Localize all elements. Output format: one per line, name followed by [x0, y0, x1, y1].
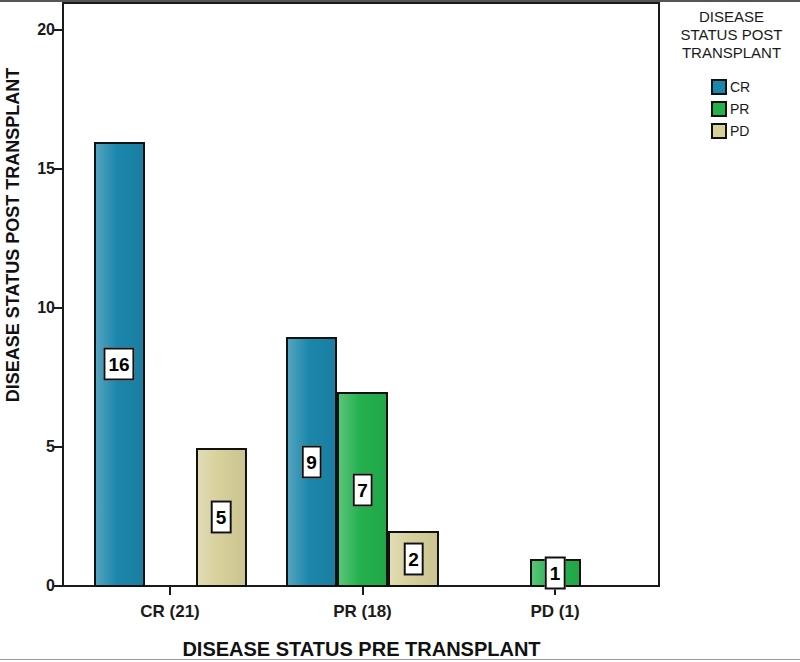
- bar-value-label: 5: [211, 501, 232, 534]
- clustered-bar-chart-figure: 05101520CR (21)PR (18)PD (1)1697152 DISE…: [0, 0, 800, 662]
- y-axis-tick: [54, 585, 63, 587]
- y-axis-tick-label: 10: [23, 299, 55, 317]
- y-axis-tick: [54, 29, 63, 31]
- y-axis-tick: [54, 168, 63, 170]
- legend-label: CR: [730, 79, 750, 95]
- bar-value-label: 7: [352, 473, 373, 506]
- y-axis-tick-label: 0: [23, 577, 55, 595]
- y-axis-tick-label: 20: [23, 21, 55, 39]
- legend-swatch-pd: [711, 123, 727, 139]
- legend-entry-cr: CR: [711, 79, 750, 95]
- bar-value-label: 2: [403, 543, 424, 576]
- legend-label: PD: [730, 123, 749, 139]
- legend-title-line-3: TRANSPLANT: [663, 44, 800, 62]
- legend: DISEASE STATUS POST TRANSPLANT CRPRPD: [663, 8, 800, 62]
- legend-entry-pd: PD: [711, 123, 750, 139]
- y-axis-tick: [54, 446, 63, 448]
- legend-title-line-1: DISEASE: [663, 8, 800, 26]
- x-axis-tick: [169, 586, 171, 595]
- x-axis-title: DISEASE STATUS PRE TRANSPLANT: [63, 638, 660, 661]
- legend-entries: CR PR PD: [711, 79, 750, 145]
- legend-label: PR: [730, 101, 749, 117]
- bar-value-label: 16: [103, 348, 134, 381]
- x-axis-tick-label: PR (18): [293, 602, 433, 622]
- y-axis-tick-label: 5: [23, 438, 55, 456]
- legend-swatch-pr: [711, 101, 727, 117]
- legend-title: DISEASE STATUS POST TRANSPLANT: [663, 8, 800, 62]
- y-axis-title: DISEASE STATUS POST TRANSPLANT: [3, 68, 24, 402]
- legend-swatch-cr: [711, 79, 727, 95]
- y-axis-tick: [54, 307, 63, 309]
- y-axis-tick-label: 15: [23, 160, 55, 178]
- x-axis-tick-label: CR (21): [100, 602, 240, 622]
- legend-title-line-2: STATUS POST: [663, 26, 800, 44]
- bar-value-label: 1: [545, 557, 566, 590]
- x-axis-tick-label: PD (1): [485, 602, 625, 622]
- bar-value-label: 9: [301, 445, 322, 478]
- legend-entry-pr: PR: [711, 101, 750, 117]
- x-axis-tick: [362, 586, 364, 595]
